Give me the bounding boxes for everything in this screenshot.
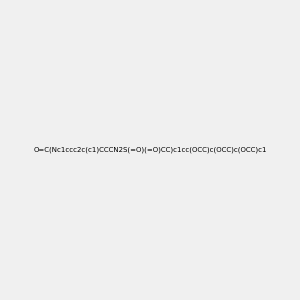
Text: O=C(Nc1ccc2c(c1)CCCN2S(=O)(=O)CC)c1cc(OCC)c(OCC)c(OCC)c1: O=C(Nc1ccc2c(c1)CCCN2S(=O)(=O)CC)c1cc(OC… <box>33 147 267 153</box>
